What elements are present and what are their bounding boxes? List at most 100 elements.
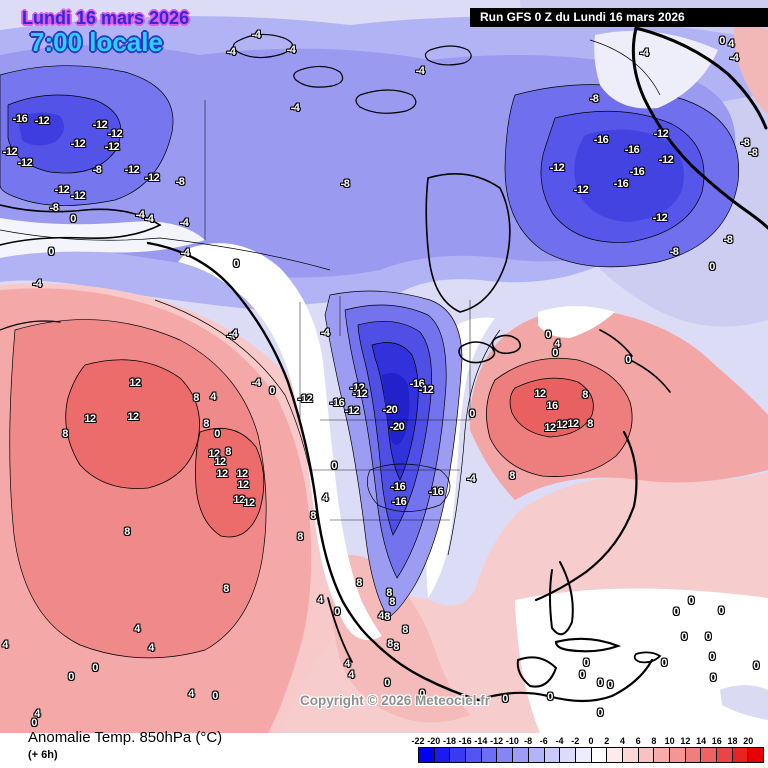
weather-map — [0, 0, 768, 733]
colorbar-tick: -22 — [411, 736, 425, 746]
contour-label: 12 — [214, 456, 226, 468]
contour-label: 8 — [393, 641, 399, 653]
colorbar-tick: -12 — [490, 736, 504, 746]
colorbar-tick: 16 — [711, 736, 722, 746]
contour-label: -16 — [593, 134, 609, 146]
contour-label: 0 — [547, 691, 553, 703]
contour-label: 0 — [212, 690, 218, 702]
contour-label: 12 — [534, 388, 546, 400]
contour-label: 0 — [552, 347, 558, 359]
colorbar-cell — [574, 747, 592, 763]
colorbar-cell — [559, 747, 576, 763]
contour-label: -16 — [409, 378, 425, 390]
contour-label: -8 — [723, 234, 733, 246]
contour-label: 8 — [124, 526, 130, 538]
contour-label: -20 — [382, 404, 398, 416]
colorbar-tick-labels: -22 -20 -18 -16 -14 -12 -10 -8 -6 -4 -2 0 2 4 6 8 10 12 14… — [411, 736, 764, 746]
local-time-label: 7:00 locale — [30, 27, 163, 57]
contour-label: 12 — [237, 479, 249, 491]
contour-label: 0 — [583, 657, 589, 669]
copyright-text: Copyright © 2026 Meteociel.fr — [300, 693, 490, 708]
contour-label: -16 — [624, 144, 640, 156]
colorbar-cell — [496, 747, 514, 763]
contour-label: -12 — [573, 184, 589, 196]
contour-label: -12 — [92, 119, 108, 131]
contour-label: -12 — [54, 184, 70, 196]
colorbar-cell — [543, 747, 561, 763]
contour-label: 0 — [214, 428, 220, 440]
contour-label: 8 — [62, 428, 68, 440]
contour-label: -12 — [349, 382, 365, 394]
colorbar-tick: 14 — [696, 736, 707, 746]
contour-label: 0 — [753, 660, 759, 672]
contour-label: -12 — [17, 157, 33, 169]
contour-label: -8 — [669, 246, 679, 258]
colorbar-tick: 20 — [743, 736, 754, 746]
colorbar-cell — [716, 747, 733, 763]
contour-label: -12 — [34, 115, 50, 127]
contour-label: -8 — [92, 164, 102, 176]
contour-label: -4 — [135, 209, 145, 221]
colorbar-tick: -16 — [458, 736, 472, 746]
contour-label: 12 — [129, 377, 141, 389]
contour-label: 8 — [387, 638, 393, 650]
colorbar-cell — [527, 747, 545, 763]
colorbar-cell — [637, 747, 655, 763]
map-title: Anomalie Temp. 850hPa (°C) — [28, 729, 223, 746]
contour-label: -16 — [12, 113, 28, 125]
contour-label: 8 — [310, 510, 316, 522]
colorbar-tick: 18 — [727, 736, 738, 746]
contour-label: 12 — [127, 411, 139, 423]
colorbar-cell — [465, 747, 482, 763]
contour-label: 12 — [84, 413, 96, 425]
contour-label: 4 — [148, 642, 154, 654]
contour-label: -8 — [589, 93, 599, 105]
contour-label: 8 — [384, 611, 390, 623]
contour-label: 0 — [597, 707, 603, 719]
colorbar-tick: -18 — [442, 736, 456, 746]
colorbar-cell — [512, 747, 529, 763]
contour-label: -12 — [297, 393, 313, 405]
contour-label: -4 — [179, 217, 189, 229]
contour-label: -4 — [32, 278, 42, 290]
contour-label: 0 — [502, 693, 508, 705]
contour-label: 8 — [297, 531, 303, 543]
contour-label: -4 — [226, 330, 236, 342]
colorbar-cell — [621, 747, 639, 763]
contour-label: 8 — [193, 392, 199, 404]
contour-label: -16 — [629, 166, 645, 178]
contour-label: 4 — [344, 658, 350, 670]
contour-label: 8 — [389, 596, 395, 608]
colorbar-cell — [590, 747, 608, 763]
contour-label: 4 — [378, 610, 384, 622]
contour-label: 4 — [2, 639, 8, 651]
contour-label: 4 — [317, 594, 323, 606]
contour-label: 8 — [225, 446, 231, 458]
contour-label: -12 — [418, 384, 434, 396]
contour-label: 0 — [579, 669, 585, 681]
colorbar-cell — [433, 747, 451, 763]
colorbar-tick: -2 — [571, 736, 580, 746]
contour-label: 0 — [718, 605, 724, 617]
colorbar-tick: 10 — [664, 736, 675, 746]
colorbar-tick: 2 — [604, 736, 610, 746]
contour-label: -4 — [144, 213, 154, 225]
colorbar-cell — [449, 747, 467, 763]
contour-label: 12 — [208, 448, 220, 460]
contour-label: 12 — [556, 419, 568, 431]
forecast-hour-label: (+ 6h) — [28, 749, 58, 761]
colorbar-cell — [731, 747, 749, 763]
contour-label: -12 — [653, 128, 669, 140]
contour-label: 0 — [48, 246, 54, 258]
contour-label: -4 — [290, 102, 300, 114]
contour-label: -4 — [415, 65, 425, 77]
contour-label: 0 — [384, 677, 390, 689]
contour-label: -20 — [389, 421, 405, 433]
model-run-box: Run GFS 0 Z du Lundi 16 mars 2026 — [470, 8, 768, 27]
contour-label: -12 — [352, 388, 368, 400]
contour-label: 0 — [607, 679, 613, 691]
contour-label: 8 — [223, 583, 229, 595]
contour-label: 0 — [705, 631, 711, 643]
contour-label: 12 — [567, 418, 579, 430]
colorbar-cell — [684, 747, 702, 763]
